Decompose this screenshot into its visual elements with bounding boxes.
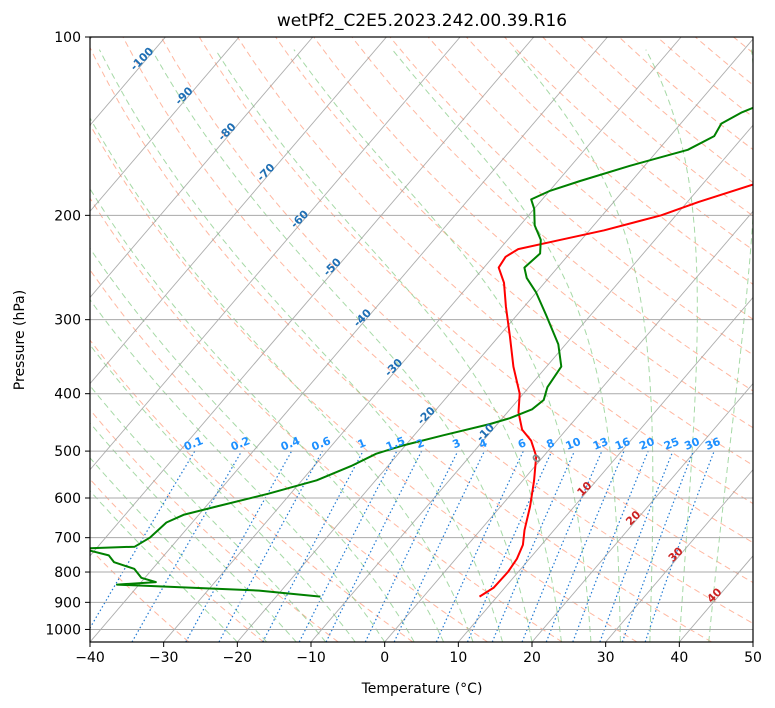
moist-adiabat [90, 187, 445, 642]
y-tick-label: 1000 [45, 622, 81, 638]
mixing-ratio-line [644, 450, 715, 642]
mixing-ratio-line [599, 450, 674, 642]
mixing-ratio-line [545, 450, 625, 642]
y-axis-label: Pressure (hPa) [12, 290, 28, 390]
x-tick-label: −30 [149, 650, 179, 666]
x-tick-label: 40 [670, 650, 688, 666]
x-tick-label: 50 [744, 650, 762, 666]
dry-adiabat [275, 37, 753, 466]
moist-adiabat [90, 457, 268, 642]
sounding-profiles [90, 106, 753, 598]
isotherm-line [605, 469, 753, 642]
y-tick-label: 700 [54, 531, 81, 547]
dry-adiabat [389, 37, 753, 356]
y-tick-label: 500 [54, 444, 81, 460]
dry-adiabat [198, 37, 753, 544]
moist-adiabat [214, 49, 562, 642]
mixing-ratio-line [521, 450, 603, 642]
isotherm-line [90, 37, 535, 557]
moist-adiabat [151, 49, 533, 642]
dry-adiabat [313, 37, 753, 429]
dry-adiabat [90, 548, 190, 642]
mixing-ratio-label: 1 [356, 436, 368, 451]
mixing-ratio-line [491, 450, 576, 642]
dry-adiabat [351, 37, 753, 392]
axes: −40 −30 −20 −10 0 10 20 30 40 50 100 200 300 400 500 60… [45, 30, 762, 666]
mixing-ratio-label: 20 [637, 435, 656, 453]
moist-adiabat [90, 247, 415, 642]
isotherm-line [384, 210, 753, 642]
x-tick-label: 30 [597, 650, 615, 666]
x-tick-label: 20 [523, 650, 541, 666]
mixing-ratio-label: 30 [683, 435, 702, 453]
dry-adiabat [90, 478, 264, 642]
y-tick-label: 200 [54, 208, 81, 224]
dry-adiabat [122, 37, 753, 624]
moist-adiabat [645, 49, 698, 642]
y-tick-label: 900 [54, 595, 81, 611]
moist-adiabat [391, 49, 621, 642]
x-tick-label: 0 [380, 650, 389, 666]
moist-adiabat [90, 490, 238, 642]
mixing-ratio-label: 2 [414, 436, 426, 451]
dry-adiabat [90, 123, 638, 642]
pressure-gridlines [90, 37, 753, 630]
dry-adiabat [90, 197, 563, 642]
mixing-ratio-label: 8 [545, 436, 557, 451]
mixing-ratio-label: 3 [451, 436, 463, 451]
x-tick-label: −40 [75, 650, 105, 666]
x-tick-label: 10 [449, 650, 467, 666]
moist-adiabat [90, 422, 297, 642]
mixing-ratio-label: 25 [662, 435, 681, 453]
x-tick-label: −20 [223, 650, 253, 666]
y-tick-label: 100 [54, 30, 81, 46]
dry-adiabat [90, 46, 712, 642]
mixing-ratio-line [325, 450, 423, 642]
isotherm-line [236, 38, 753, 642]
mixing-ratio-label: 13 [591, 435, 610, 453]
temperature-profile [478, 183, 753, 598]
moist-adiabat [90, 116, 474, 642]
isotherm-line [457, 296, 753, 642]
dry-adiabat [90, 269, 488, 642]
moist-adiabat [98, 49, 503, 642]
isotherm-line [531, 382, 753, 642]
isotherm-line [90, 37, 387, 385]
dewpoint-profile [90, 106, 753, 598]
y-tick-label: 800 [54, 565, 81, 581]
isotherm-line [90, 37, 240, 213]
mixing-ratio-label: 16 [613, 435, 632, 453]
moist-adiabat [708, 49, 753, 642]
dry-adiabat [236, 37, 753, 505]
dry-adiabat [160, 37, 753, 584]
y-tick-label: 400 [54, 387, 81, 403]
isotherm-line [90, 37, 608, 642]
mixing-ratio-line [572, 450, 649, 642]
x-axis-label: Temperature (°C) [361, 681, 483, 697]
plot-frame [89, 36, 754, 643]
mixing-ratio-line [262, 450, 364, 642]
x-tick-label: −10 [296, 650, 326, 666]
chart-title: wetPf2_C2E5.2023.242.00.39.R16 [277, 11, 567, 31]
mixing-ratio-label: 36 [703, 435, 722, 453]
moist-adiabat [90, 384, 327, 642]
mixing-ratio-line [218, 450, 324, 642]
isotherm-line [90, 37, 314, 299]
mixing-ratio-line [621, 450, 694, 642]
moist-adiabat [513, 49, 654, 642]
y-tick-label: 300 [54, 313, 81, 329]
background-lines [90, 37, 753, 642]
moist-adiabat [293, 49, 592, 642]
isotherm-line [310, 124, 753, 642]
isotherm-line [163, 37, 682, 642]
y-tick-label: 600 [54, 491, 81, 507]
mixing-ratio-label: 10 [564, 435, 583, 453]
isotherm-line [90, 37, 461, 471]
